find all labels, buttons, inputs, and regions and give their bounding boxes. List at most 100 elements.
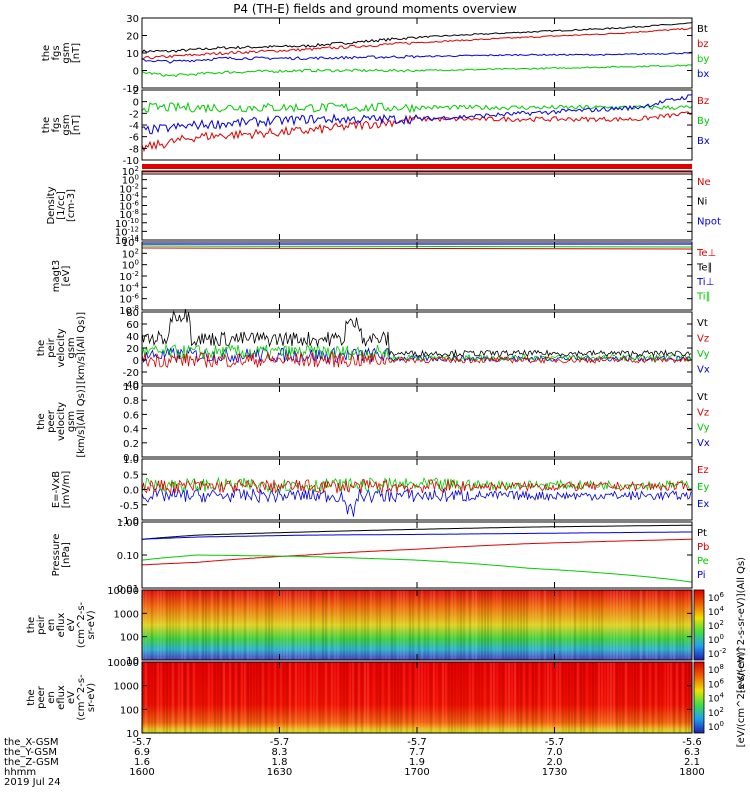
spectrogram-stripe xyxy=(532,590,534,660)
spectrogram-stripe xyxy=(160,590,162,660)
spectrogram-stripe xyxy=(367,662,369,733)
spectrogram-stripe xyxy=(166,590,168,660)
y-axis-label: gsm xyxy=(61,42,72,63)
spectrogram-stripe xyxy=(511,590,513,660)
xaxis-row-value: 1.6 xyxy=(134,757,150,768)
y-tick-label: 0.2 xyxy=(123,439,139,450)
spectrogram-stripe xyxy=(382,662,384,733)
spectrogram-stripe xyxy=(556,662,558,733)
colorbar-tick-label: 104 xyxy=(708,605,724,618)
series-line-bz xyxy=(141,27,693,60)
y-tick-label: 10-4 xyxy=(119,191,139,204)
spectrogram-stripe xyxy=(508,662,510,733)
spectrogram-stripe xyxy=(445,590,447,660)
y-tick-label: 60 xyxy=(126,320,139,331)
spectrogram-stripe xyxy=(418,590,420,660)
y-axis-label: en xyxy=(46,691,57,704)
spectrogram-stripe xyxy=(616,662,618,733)
spectrogram-stripe xyxy=(430,662,432,733)
spectrogram-stripe xyxy=(451,590,453,660)
spectrogram-stripe xyxy=(574,662,576,733)
spectrogram-stripe xyxy=(148,590,150,660)
spectrogram-stripe xyxy=(562,662,564,733)
xaxis-row-value: 6.3 xyxy=(684,747,700,758)
spectrogram-stripe xyxy=(400,590,402,660)
spectrogram-stripe xyxy=(652,662,654,733)
spectrogram-stripe xyxy=(202,662,204,733)
spectrogram-stripe xyxy=(577,590,579,660)
series-line xyxy=(141,476,692,494)
spectrogram-stripe xyxy=(388,590,390,660)
spectrogram-stripe xyxy=(649,590,651,660)
spectrogram-stripe xyxy=(586,590,588,660)
y-tick-label: 10-12 xyxy=(115,225,139,238)
series-line xyxy=(141,488,692,517)
xaxis-row-value: 1630 xyxy=(267,767,292,778)
y-tick-label: -10 xyxy=(123,156,139,167)
y-axis-label: the xyxy=(41,45,52,61)
spectrogram-stripe xyxy=(301,590,303,660)
y-tick-label: 20 xyxy=(126,32,139,43)
spectrogram-stripe xyxy=(628,590,630,660)
spectrogram-stripe xyxy=(250,662,252,733)
spectrogram-stripe xyxy=(586,662,588,733)
y-tick-label: -8 xyxy=(129,144,139,155)
y-tick-label: 20 xyxy=(126,344,139,355)
y-tick-label: 0.8 xyxy=(123,396,139,407)
spectrogram-stripe xyxy=(343,590,345,660)
spectrogram-stripe xyxy=(439,662,441,733)
spectrogram-stripe xyxy=(487,590,489,660)
colorbar-tick-label: 100 xyxy=(708,720,724,733)
legend-Ey: Ey xyxy=(697,482,709,493)
panel-p8: 1.00 0.10 0.01 Pressure [nPa] Pt Pb Pe Pi xyxy=(51,518,709,595)
spectrogram-stripe xyxy=(304,590,306,660)
spectrogram-stripe xyxy=(496,662,498,733)
spectrogram-stripe xyxy=(157,590,159,660)
y-axis-label: eflux xyxy=(56,613,67,638)
spectrogram-stripe xyxy=(259,662,261,733)
legend-Pe: Pe xyxy=(697,556,709,567)
spectrogram-stripe xyxy=(325,590,327,660)
spectrogram-stripe xyxy=(289,590,291,660)
y-tick-label: 0.10 xyxy=(117,551,139,562)
spectrogram-stripe xyxy=(481,662,483,733)
y-tick-label: 0 xyxy=(133,356,139,367)
spectrogram-stripe xyxy=(649,662,651,733)
spectrogram-stripe xyxy=(478,590,480,660)
spectrogram-stripe xyxy=(676,590,678,660)
spectrogram-stripe xyxy=(631,590,633,660)
y-axis-label: (cm^2-s- xyxy=(76,674,87,721)
xaxis-row-value: 1.8 xyxy=(272,757,288,768)
spectrogram-stripe xyxy=(667,662,669,733)
spectrogram-stripe xyxy=(505,662,507,733)
y-tick-label: -1.0 xyxy=(119,516,139,527)
spectrogram-stripe xyxy=(184,662,186,733)
spectrogram-stripe xyxy=(559,590,561,660)
y-tick-label: 100 xyxy=(122,174,139,187)
spectrogram-stripe xyxy=(238,590,240,660)
xaxis-row-value: 1600 xyxy=(129,767,154,778)
colorbar-tick-label: 104 xyxy=(708,692,724,705)
colorbar xyxy=(693,661,705,734)
y-axis-label: [cm-3] xyxy=(66,189,77,222)
spectrogram-stripe xyxy=(196,662,198,733)
spectrogram-stripe xyxy=(607,662,609,733)
y-axis-label: gsm xyxy=(66,411,77,432)
spectrogram-stripe xyxy=(520,590,522,660)
spectrogram-stripe xyxy=(676,662,678,733)
spectrogram-stripe xyxy=(190,590,192,660)
spectrogram-stripe xyxy=(622,662,624,733)
colorbar-label: [eV/(cm^2-s-sr-eV)] xyxy=(736,648,747,748)
spectrogram-stripe xyxy=(268,662,270,733)
spectrogram-stripe xyxy=(217,662,219,733)
spectrogram-stripe xyxy=(640,590,642,660)
spectrogram-stripe xyxy=(274,662,276,733)
spectrogram-stripe xyxy=(520,662,522,733)
spectrogram-stripe xyxy=(373,590,375,660)
spectrogram-stripe xyxy=(604,662,606,733)
y-axis-label: E=-VxB xyxy=(51,471,62,508)
y-tick-label: 1.00 xyxy=(117,518,139,529)
spectrogram-stripe xyxy=(523,590,525,660)
y-axis-label: sr-eV) xyxy=(86,610,97,639)
spectrogram-stripe xyxy=(262,590,264,660)
